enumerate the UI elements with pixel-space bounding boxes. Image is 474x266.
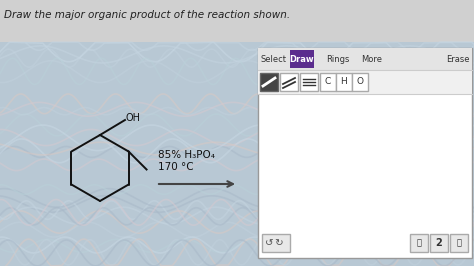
Text: Rings: Rings	[326, 55, 350, 64]
Bar	[352, 73, 368, 91]
Text: Draw the major organic product of the reaction shown.: Draw the major organic product of the re…	[4, 10, 290, 20]
Bar	[290, 50, 314, 68]
Bar	[430, 234, 448, 252]
Bar	[280, 73, 298, 91]
Text: 85% H₃PO₄: 85% H₃PO₄	[158, 150, 215, 160]
Bar	[0, 0, 474, 42]
Bar	[336, 73, 352, 91]
Bar	[450, 234, 468, 252]
Text: OH: OH	[126, 113, 141, 123]
Text: 🔎: 🔎	[456, 239, 462, 247]
Bar	[262, 234, 290, 252]
Text: C: C	[325, 77, 331, 86]
Bar	[258, 70, 472, 94]
Bar	[300, 73, 318, 91]
Text: Erase: Erase	[446, 55, 470, 64]
Bar	[320, 73, 336, 91]
Text: 🔍: 🔍	[417, 239, 421, 247]
Text: Draw: Draw	[290, 55, 314, 64]
Bar	[258, 48, 472, 70]
Text: More: More	[362, 55, 383, 64]
Text: Select: Select	[261, 55, 287, 64]
Text: ↻: ↻	[274, 238, 283, 248]
Bar	[410, 234, 428, 252]
Bar	[0, 42, 474, 266]
Text: O: O	[356, 77, 364, 86]
Bar	[258, 48, 472, 258]
Text: ↺: ↺	[264, 238, 273, 248]
Text: 2: 2	[436, 238, 442, 248]
Bar	[260, 73, 278, 91]
Text: 170 °C: 170 °C	[158, 162, 193, 172]
Text: H: H	[341, 77, 347, 86]
